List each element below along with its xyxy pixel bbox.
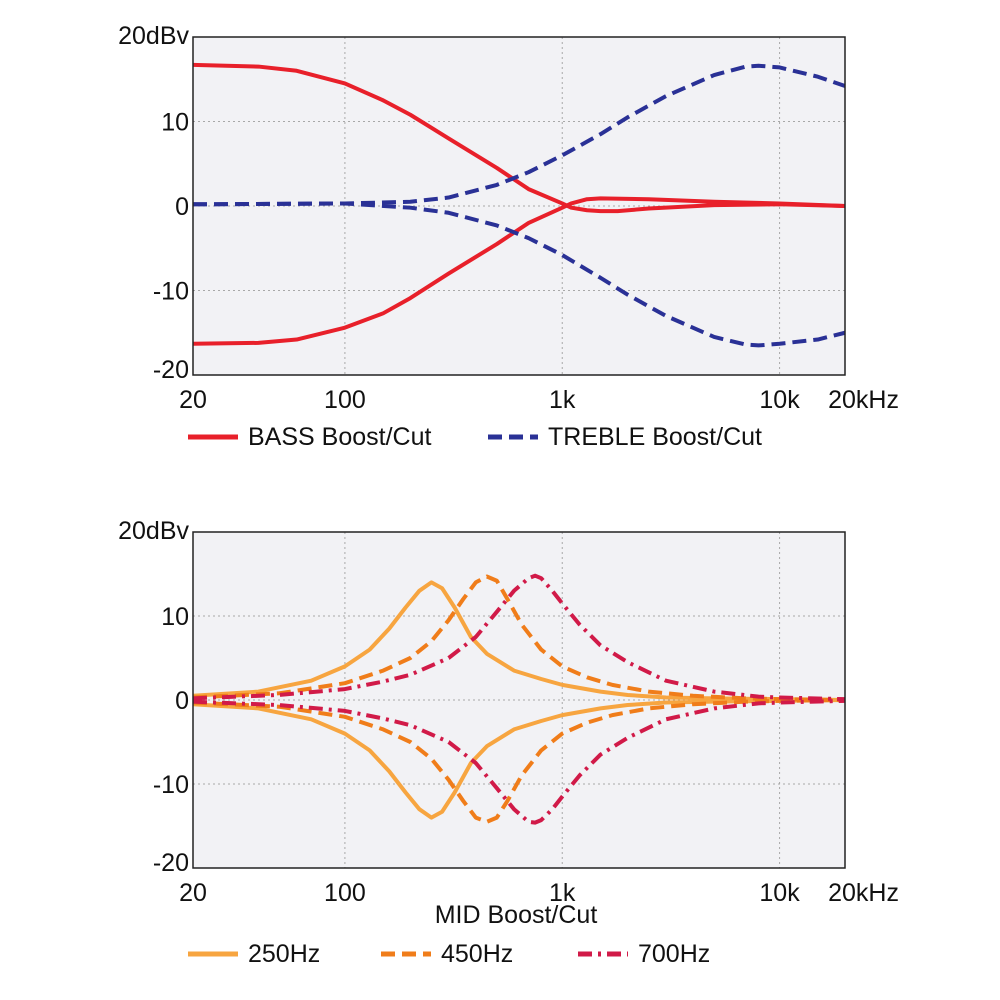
legend-label: 700Hz [638,940,710,968]
y-tick-label: -10 [153,771,189,799]
y-tick-label: 10 [161,603,189,631]
series-bass-boost-cut-line [192,62,846,214]
series-treble-boost-cut-line [192,201,846,348]
series-700hz-line [192,573,846,702]
legend-item: 250Hz [188,940,320,968]
series-250hz-line [192,698,846,820]
y-tick-label: 20dBv [118,517,189,545]
x-tick-label: 20 [179,879,207,907]
series-700hz-line [192,698,846,825]
legend-item: 700Hz [578,940,710,968]
y-tick-label: -10 [153,278,189,306]
plot-frame [192,36,846,376]
legend-item: 450Hz [381,940,513,968]
x-tick-label: 10k [759,386,800,414]
x-tick-label: 1k [549,386,576,414]
y-tick-label: 20dBv [118,22,189,50]
legend-item: TREBLE Boost/Cut [488,423,762,451]
legend-label: 250Hz [248,940,320,968]
series-bass-boost-cut-line [192,196,846,346]
series-450hz-line [192,574,846,702]
x-tick-label: 100 [324,879,366,907]
x-tick-label: 100 [324,386,366,414]
x-tick-label: 1k [549,879,576,907]
legend-item: BASS Boost/Cut [188,423,431,451]
legend-label: 450Hz [441,940,513,968]
x-tick-label: 20kHz [828,879,899,907]
y-tick-label: 10 [161,109,189,137]
series-250hz-line [192,580,846,702]
x-tick-label: 20kHz [828,386,899,414]
y-tick-label: -20 [153,356,189,384]
y-tick-label: 0 [175,193,189,221]
series-treble-boost-cut-line [192,63,846,207]
legend-label: TREBLE Boost/Cut [548,423,762,451]
plot-frame [192,531,846,869]
x-tick-label: 10k [759,879,800,907]
y-tick-label: 0 [175,687,189,715]
y-tick-label: -20 [153,849,189,877]
x-axis-label: MID Boost/Cut [435,901,598,929]
x-tick-label: 20 [179,386,207,414]
legend-label: BASS Boost/Cut [248,423,431,451]
